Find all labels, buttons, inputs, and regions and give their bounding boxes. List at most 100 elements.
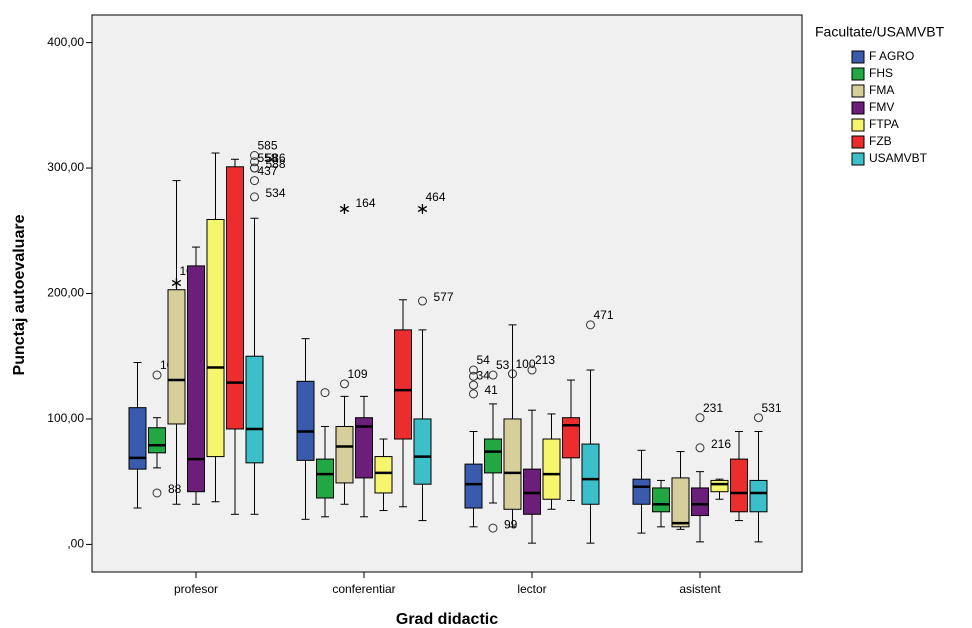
outlier-label: 471 xyxy=(594,308,614,322)
box xyxy=(581,443,600,505)
y-tick-label: 300,00 xyxy=(47,160,84,174)
legend-label: FHS xyxy=(869,66,893,80)
box xyxy=(710,479,729,493)
outlier xyxy=(250,176,259,186)
outlier-label: 88 xyxy=(168,482,182,496)
legend-swatch xyxy=(851,84,865,98)
outlier xyxy=(527,365,537,375)
y-tick-label: ,00 xyxy=(67,537,84,551)
outlier-label: 577 xyxy=(434,290,454,304)
box xyxy=(562,417,580,459)
legend-label: FTPA xyxy=(869,117,899,131)
outlier xyxy=(320,388,330,398)
legend-label: FMV xyxy=(869,100,894,114)
box xyxy=(245,355,264,464)
outlier-label: 99 xyxy=(504,517,518,531)
outlier xyxy=(152,370,162,380)
outlier-label: 464 xyxy=(426,190,446,204)
outlier-label: 34 xyxy=(477,368,491,382)
legend-swatch xyxy=(851,50,865,64)
box xyxy=(316,458,334,499)
outlier-label: 588 xyxy=(266,157,286,171)
outlier xyxy=(754,413,763,423)
outlier xyxy=(488,370,498,380)
outlier xyxy=(469,365,478,375)
x-tick-label: asistent xyxy=(679,582,721,596)
box xyxy=(413,418,432,485)
box xyxy=(523,468,541,515)
outlier-label: 534 xyxy=(266,186,286,200)
x-tick-label: lector xyxy=(517,582,546,596)
outlier-label: 53 xyxy=(496,358,510,372)
legend-label: FMA xyxy=(869,83,894,97)
outlier-label: 231 xyxy=(703,401,723,415)
box xyxy=(484,438,502,474)
legend-swatch xyxy=(851,101,865,115)
outlier-label: 54 xyxy=(477,353,491,367)
box xyxy=(206,218,225,458)
outlier xyxy=(250,192,259,202)
outlier xyxy=(340,379,349,389)
y-axis-title: Punctaj autoevaluare xyxy=(11,214,28,375)
extreme: ∗ xyxy=(170,275,183,292)
box xyxy=(749,479,768,513)
box xyxy=(226,166,244,430)
box xyxy=(296,380,315,461)
y-tick-label: 100,00 xyxy=(47,411,84,425)
outlier-label: 216 xyxy=(711,437,731,451)
outlier-label: 100 xyxy=(516,357,536,371)
outlier-label: 585 xyxy=(258,139,278,153)
box xyxy=(335,425,354,484)
x-axis-title: Grad didactic xyxy=(396,611,498,628)
box xyxy=(394,329,412,440)
outlier-label: 164 xyxy=(356,196,376,210)
outlier xyxy=(695,413,705,423)
box xyxy=(691,487,709,517)
legend-swatch xyxy=(851,135,865,149)
box xyxy=(464,463,483,509)
box xyxy=(542,438,561,500)
box xyxy=(128,407,147,470)
legend-swatch xyxy=(851,118,865,132)
legend-swatch xyxy=(851,152,865,166)
box xyxy=(632,478,651,505)
outlier xyxy=(488,523,498,533)
box xyxy=(730,458,748,513)
outlier-label: 41 xyxy=(485,383,499,397)
outlier xyxy=(250,157,259,167)
outlier-label: 437 xyxy=(258,164,278,178)
box xyxy=(355,417,373,479)
extreme: ∗ xyxy=(416,201,429,218)
box xyxy=(187,265,205,493)
legend-label: F AGRO xyxy=(869,49,914,63)
outlier-label: 213 xyxy=(535,353,555,367)
outlier xyxy=(469,380,478,390)
box xyxy=(652,487,670,513)
x-tick-label: conferentiar xyxy=(332,582,395,596)
x-tick-label: profesor xyxy=(174,582,218,596)
outlier-label: 531 xyxy=(762,401,782,415)
outlier xyxy=(469,389,478,399)
y-tick-label: 400,00 xyxy=(47,35,84,49)
box xyxy=(374,456,393,494)
outlier-label: 586 xyxy=(266,151,286,165)
box xyxy=(671,477,690,528)
legend-swatch xyxy=(851,67,865,81)
box xyxy=(148,427,166,454)
outlier xyxy=(586,320,595,330)
box xyxy=(503,418,522,510)
outlier xyxy=(152,488,162,498)
outlier xyxy=(695,443,705,453)
box xyxy=(167,289,186,425)
legend-label: USAMVBT xyxy=(869,151,928,165)
outlier-label: 109 xyxy=(348,367,368,381)
outlier xyxy=(250,151,259,161)
outlier xyxy=(250,163,259,173)
legend-label: FZB xyxy=(869,134,892,148)
outlier xyxy=(469,371,478,381)
extreme: ∗ xyxy=(338,201,351,218)
y-tick-label: 200,00 xyxy=(47,286,84,300)
outlier xyxy=(418,296,427,306)
outlier-label: 558 xyxy=(258,151,278,165)
